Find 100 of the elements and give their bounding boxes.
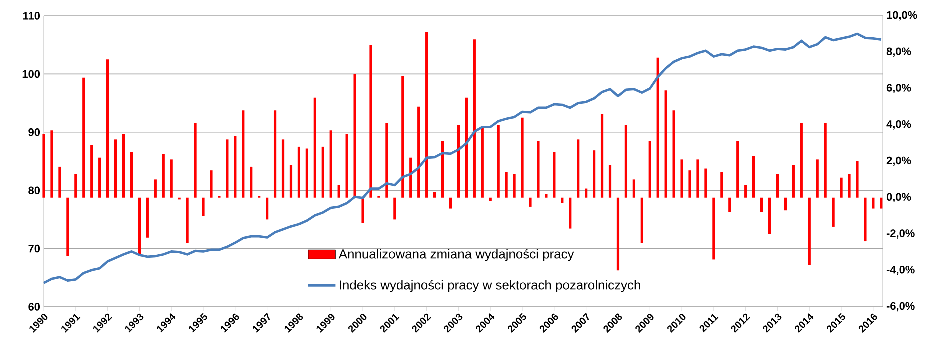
bar [656,58,660,198]
bar [473,40,476,198]
bar [664,90,668,198]
bar [114,140,118,198]
bar [784,198,788,211]
bar [497,125,500,198]
y2-tick-label: 4,0% [886,120,912,130]
bar [704,168,708,198]
y-tick-label: 70 [28,244,40,253]
bar [553,152,556,198]
bar [880,198,883,209]
bar [848,174,851,198]
bar [202,198,205,216]
y2-tick-label: 8,0% [886,48,912,58]
bar [274,110,277,198]
bar [330,130,332,198]
bar [585,188,588,198]
bar [90,145,94,198]
bar [418,106,420,198]
y2-tick-label: -4,0% [886,266,915,276]
bar [792,165,795,198]
bar [122,134,126,198]
bar [712,198,716,260]
bar [186,198,189,244]
y2-tick-label: -6,0% [886,302,915,312]
bar [138,198,142,254]
bar [760,198,764,212]
bar [872,198,875,209]
legend-label: Annualizowana zmiana wydajności pracy [338,249,574,262]
bar [489,198,492,202]
bar [800,123,803,198]
bar [314,98,316,198]
bar [736,141,740,198]
y-tick-label: 110 [23,12,40,20]
y-tick-label: 80 [28,186,40,194]
bar [433,192,436,198]
bar [42,134,46,198]
bar [824,123,827,198]
bar [234,136,237,198]
bar [322,146,324,198]
y2-tick-label: 6,0% [886,84,912,94]
bar [354,74,356,198]
bar [146,198,149,238]
bar [74,174,78,198]
bar [130,152,134,198]
bar [577,140,580,198]
bar [266,198,269,220]
bar [744,185,748,198]
bar [457,125,460,198]
bar [465,98,468,198]
bar [569,198,572,229]
bar [194,123,197,198]
bar [632,180,636,198]
bar [776,174,780,198]
bar [250,166,253,198]
bar [362,198,364,224]
bar [616,198,620,271]
bar [672,110,676,198]
bar [720,172,724,198]
bar [640,198,644,244]
bar [864,198,867,242]
bar [600,114,604,198]
bar [688,170,692,198]
bar [282,140,285,198]
bar [481,126,484,198]
bar [513,174,516,198]
legend-label: Indeks wydajności pracy w sektorach pozarolniczych [340,280,640,292]
bar [426,32,428,198]
bar [505,172,508,198]
bar [840,178,843,198]
y2-tick-label: 0,0% [886,193,912,203]
bar [98,158,102,198]
bar [680,160,684,198]
bar [728,198,732,212]
bar [154,180,157,198]
y-tick-label: 60 [28,303,40,311]
bar [290,165,293,198]
bar [768,198,772,234]
y2-tick-label: 10,0% [887,11,918,21]
bar [545,194,548,198]
bar [242,110,245,198]
bar [537,141,540,198]
bar [832,198,835,227]
bar [338,185,340,198]
y-tick-label: 100 [22,70,40,78]
bar [170,160,173,198]
bar [306,148,308,198]
bar [82,78,86,198]
bar [210,170,213,198]
bar [648,141,652,198]
bar [386,123,388,198]
bar [521,118,524,198]
bar [50,130,54,198]
bar [593,150,596,198]
bar [162,154,165,198]
bar [608,165,612,198]
bar [298,146,301,198]
bar [752,156,756,198]
bar [529,198,532,207]
bar [402,76,404,198]
